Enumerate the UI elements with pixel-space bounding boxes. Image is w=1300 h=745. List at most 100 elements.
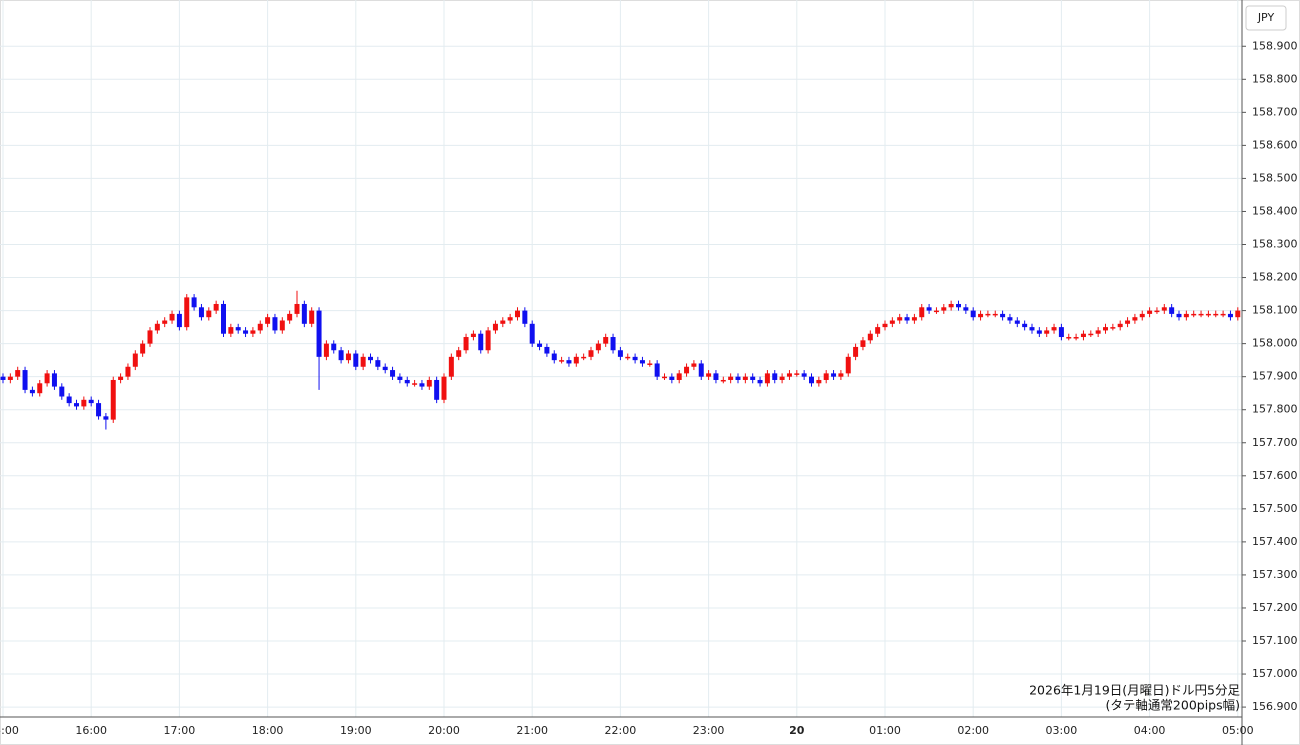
candle-body bbox=[338, 350, 344, 361]
candle-body bbox=[331, 343, 337, 351]
candle-body bbox=[632, 356, 638, 361]
candle-body bbox=[875, 327, 881, 334]
candle-body bbox=[360, 356, 366, 367]
candle-body bbox=[221, 303, 226, 334]
candle-body bbox=[698, 363, 704, 377]
candle-body bbox=[992, 313, 998, 316]
candle-body bbox=[537, 343, 543, 347]
candle-body bbox=[118, 376, 124, 380]
candle-body bbox=[1227, 313, 1233, 318]
candle-body bbox=[522, 310, 528, 324]
candle-body bbox=[831, 373, 837, 377]
candle-body bbox=[345, 353, 351, 361]
y-tick-label: 157.800 bbox=[1252, 403, 1298, 416]
candle-body bbox=[1007, 317, 1013, 321]
y-tick-label: 157.300 bbox=[1252, 568, 1298, 581]
candle-body bbox=[1132, 317, 1138, 321]
candle-body bbox=[1191, 313, 1197, 316]
candle-body bbox=[713, 373, 719, 380]
candle-body bbox=[96, 403, 102, 417]
candle-body bbox=[911, 317, 917, 321]
y-tick-label: 157.700 bbox=[1252, 436, 1298, 449]
x-tick-label: 02:00 bbox=[957, 724, 989, 737]
candle-body bbox=[368, 356, 373, 361]
annotation: (タテ軸通常200pips幅) bbox=[1106, 698, 1240, 713]
y-tick-label: 158.600 bbox=[1252, 138, 1298, 151]
candle-body bbox=[515, 310, 520, 318]
candle-body bbox=[742, 376, 748, 380]
currency-label: JPY bbox=[1257, 11, 1275, 24]
candle-body bbox=[162, 320, 168, 324]
y-tick-label: 157.200 bbox=[1252, 601, 1298, 614]
candle-body bbox=[1080, 333, 1086, 338]
candle-body bbox=[933, 310, 939, 313]
y-tick-label: 157.500 bbox=[1252, 502, 1298, 515]
candle-body bbox=[1066, 337, 1072, 339]
candle-body bbox=[728, 376, 734, 380]
candle-body bbox=[191, 297, 197, 308]
candle-body bbox=[1169, 307, 1175, 314]
x-tick-label: 21:00 bbox=[516, 724, 548, 737]
candle-body bbox=[301, 303, 307, 324]
candle-body bbox=[1235, 310, 1241, 318]
y-tick-label: 158.000 bbox=[1252, 337, 1298, 350]
candle-body bbox=[529, 323, 535, 344]
candle-body bbox=[463, 337, 469, 351]
candle-body bbox=[786, 373, 792, 377]
x-tick-label: 04:00 bbox=[1134, 724, 1166, 737]
candle-body bbox=[404, 379, 410, 384]
candle-body bbox=[323, 343, 329, 357]
candle-body bbox=[426, 379, 432, 387]
candle-body bbox=[573, 356, 579, 364]
candle-body bbox=[970, 310, 976, 318]
candle-body bbox=[154, 323, 160, 331]
candle-body bbox=[904, 317, 910, 321]
candle-body bbox=[0, 376, 6, 380]
x-tick-label: 23:00 bbox=[693, 724, 725, 737]
candle-body bbox=[581, 356, 587, 359]
candle-body bbox=[882, 323, 888, 328]
candle-body bbox=[853, 346, 859, 357]
y-tick-label: 157.900 bbox=[1252, 370, 1298, 383]
candle-body bbox=[588, 350, 594, 357]
candle-body bbox=[544, 346, 550, 354]
candle-body bbox=[941, 307, 947, 311]
annotation: 2026年1月19日(月曜日)ドル円5分足 bbox=[1029, 683, 1240, 698]
candle-body bbox=[1198, 313, 1204, 316]
candle-body bbox=[1073, 337, 1079, 339]
candle-body bbox=[559, 360, 565, 362]
candle-body bbox=[103, 416, 109, 420]
y-tick-label: 158.400 bbox=[1252, 204, 1298, 217]
y-tick-label: 158.700 bbox=[1252, 105, 1298, 118]
candle-body bbox=[1095, 330, 1101, 334]
candle-body bbox=[919, 307, 925, 318]
x-tick-label: 17:00 bbox=[164, 724, 196, 737]
grid bbox=[0, 0, 1242, 717]
candle-body bbox=[816, 379, 822, 384]
candle-body bbox=[176, 313, 182, 328]
candle-body bbox=[948, 303, 954, 308]
candle-body bbox=[1117, 323, 1123, 328]
candle-body bbox=[735, 376, 741, 380]
y-tick-label: 158.200 bbox=[1252, 271, 1298, 284]
candle-body bbox=[676, 373, 682, 380]
candle-body bbox=[662, 376, 667, 379]
candle-body bbox=[639, 360, 645, 364]
candle-body bbox=[801, 373, 807, 377]
candle-body bbox=[74, 403, 79, 407]
candle-body bbox=[1044, 330, 1050, 334]
candle-body bbox=[647, 363, 653, 365]
candle-body bbox=[206, 310, 212, 318]
candle-body bbox=[779, 376, 785, 380]
candle-body bbox=[140, 343, 146, 354]
candle-body bbox=[1161, 307, 1167, 311]
x-tick-label: 22:00 bbox=[605, 724, 637, 737]
candle-body bbox=[213, 303, 219, 311]
candle-body bbox=[1014, 320, 1020, 324]
x-tick-label: 03:00 bbox=[1046, 724, 1078, 737]
candle-body bbox=[279, 320, 285, 331]
candle-body bbox=[88, 399, 94, 404]
candle-body bbox=[926, 307, 932, 311]
